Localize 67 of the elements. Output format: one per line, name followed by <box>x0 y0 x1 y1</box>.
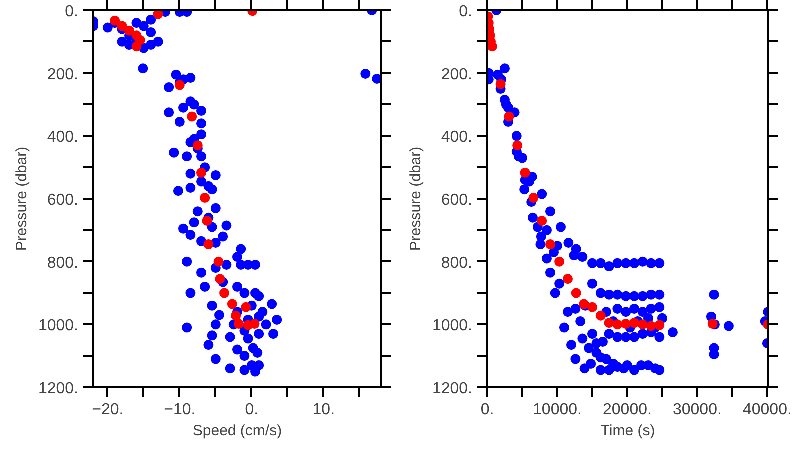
point <box>220 288 230 298</box>
point <box>488 42 498 52</box>
y-tick-label: 200. <box>441 66 472 84</box>
x-axis-title: Time (s) <box>600 422 656 440</box>
point <box>132 42 142 52</box>
point <box>234 319 244 330</box>
y-axis-title: Pressure (dbar) <box>13 146 30 252</box>
point <box>200 193 210 204</box>
y-tick-label: 400. <box>441 129 472 146</box>
point <box>562 274 573 284</box>
point <box>174 80 185 90</box>
point <box>496 79 506 90</box>
point <box>504 112 514 122</box>
point <box>215 274 226 284</box>
point <box>110 16 120 26</box>
point <box>227 299 238 310</box>
point <box>204 240 214 250</box>
y-tick-label: 800. <box>47 254 78 272</box>
y-tick-label: 600. <box>441 192 472 209</box>
x-tick-label: 30000. <box>672 402 722 418</box>
point <box>596 310 606 321</box>
x-tick-label: 0. <box>480 402 494 418</box>
point <box>196 168 206 178</box>
point <box>621 319 632 330</box>
x-tick-label: 20000. <box>603 402 652 418</box>
y-tick-label: 800. <box>441 254 472 272</box>
point <box>646 321 656 332</box>
point <box>241 302 252 312</box>
point <box>554 256 565 267</box>
x-tick-label: 40000. <box>742 402 792 418</box>
y-tick-label: 400. <box>47 129 78 146</box>
point <box>250 319 260 330</box>
point <box>153 10 164 20</box>
x-tick-label: −20. <box>92 402 124 418</box>
point <box>528 193 539 204</box>
point <box>192 140 203 151</box>
y-tick-label: 1000. <box>432 318 473 335</box>
point <box>187 112 198 122</box>
point <box>545 240 556 250</box>
point <box>638 320 648 330</box>
point <box>537 216 548 226</box>
y-tick-label: 0. <box>459 4 472 20</box>
point <box>124 26 134 36</box>
point <box>571 288 582 298</box>
x-tick-label: 0. <box>245 402 259 418</box>
x-axis-title: Speed (cm/s) <box>192 422 282 440</box>
point <box>512 140 523 151</box>
y-tick-label: 1000. <box>38 318 79 335</box>
x-tick-label: −10. <box>164 402 196 418</box>
point <box>231 310 242 321</box>
point <box>202 216 212 226</box>
y-tick-label: 200. <box>47 66 78 84</box>
y-tick-label: 1200. <box>432 380 473 398</box>
point <box>520 168 530 178</box>
y-tick-label: 1200. <box>38 380 79 398</box>
point <box>117 21 128 32</box>
point <box>604 318 614 328</box>
x-tick-label: 10. <box>312 402 336 418</box>
y-axis-title: Pressure (dbar) <box>407 146 424 252</box>
point <box>214 256 224 267</box>
point <box>629 318 640 328</box>
point <box>612 320 623 330</box>
y-tick-label: 0. <box>65 4 78 20</box>
y-tick-label: 600. <box>47 192 78 209</box>
x-tick-label: 10000. <box>533 402 582 418</box>
point <box>654 320 665 330</box>
point <box>587 302 598 312</box>
